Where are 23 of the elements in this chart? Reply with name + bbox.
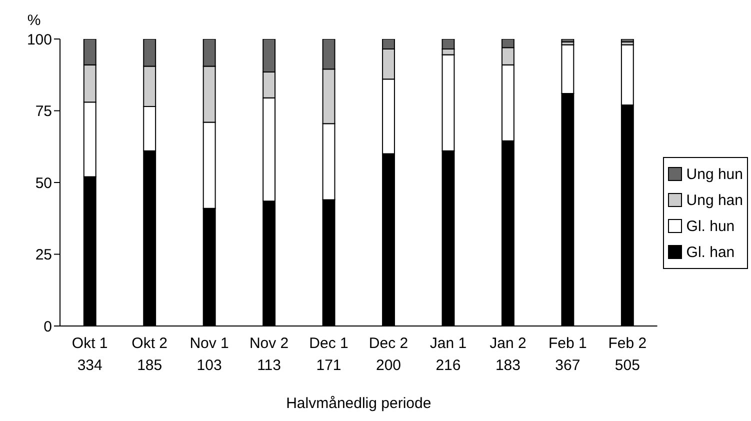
x-tick-label: Dec 1 171 xyxy=(309,335,348,374)
legend-label: Ung han xyxy=(686,192,743,208)
y-axis-title: % xyxy=(27,12,41,29)
y-tick-label: 75 xyxy=(35,103,52,120)
y-tick-label: 0 xyxy=(44,318,52,336)
x-tick-label: Feb 1 367 xyxy=(548,335,587,374)
legend-label: Ung hun xyxy=(686,166,743,182)
x-tick-label: Nov 1 103 xyxy=(190,335,229,374)
x-tick-label: Okt 1 334 xyxy=(72,335,108,374)
bar xyxy=(561,39,574,42)
x-tick-label: Feb 2 505 xyxy=(608,335,647,374)
x-axis-title: Halvmånedlig periode xyxy=(286,395,432,412)
legend-label: Gl. han xyxy=(686,244,735,260)
y-tick-label: 25 xyxy=(35,246,52,264)
legend-label: Gl. hun xyxy=(686,218,735,234)
x-tick-label: Dec 2 200 xyxy=(368,335,408,374)
y-tick-label: 100 xyxy=(26,31,52,48)
y-tick-label: 50 xyxy=(35,174,52,192)
x-tick-label: Okt 2 185 xyxy=(132,335,168,374)
x-tick-label: Jan 2 183 xyxy=(490,335,526,374)
x-tick-label: Nov 2 113 xyxy=(249,335,289,374)
x-tick-label: Jan 1 216 xyxy=(430,335,467,374)
bar xyxy=(620,39,634,42)
